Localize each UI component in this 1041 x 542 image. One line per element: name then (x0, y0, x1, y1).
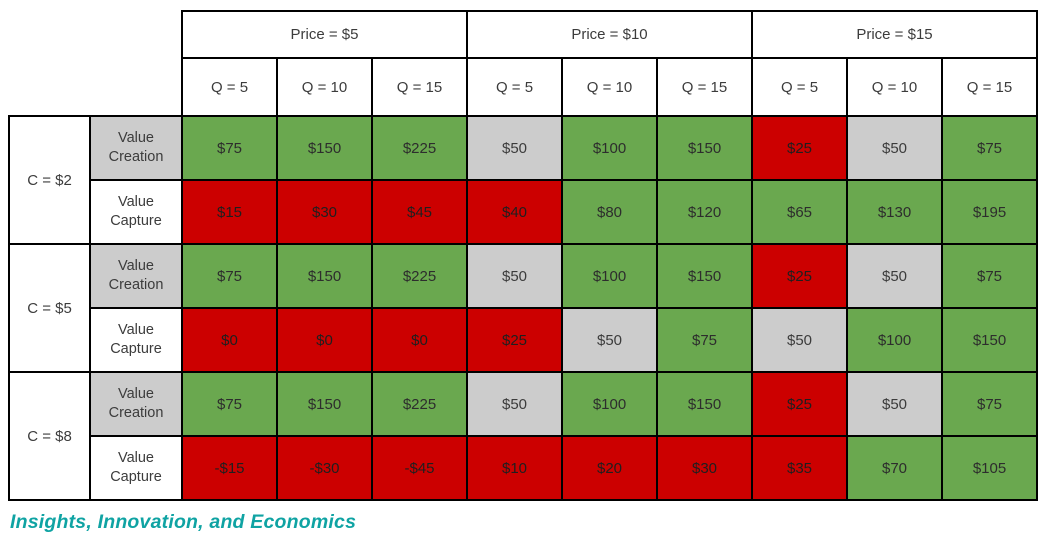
value-cell: $150 (276, 115, 373, 181)
table-row: Value Capture $15 $30 $45 $40 $80 $120 $… (9, 179, 1038, 245)
price-header-cell: Price = $5 (181, 10, 468, 59)
value-cell: $75 (656, 307, 753, 373)
value-cell: $75 (941, 115, 1038, 181)
value-cell: $0 (371, 307, 468, 373)
row-label-value-capture: Value Capture (89, 435, 183, 501)
value-cell: $130 (846, 179, 943, 245)
value-cell: $225 (371, 243, 468, 309)
value-cell: $70 (846, 435, 943, 501)
value-cell: $0 (276, 307, 373, 373)
table-row: Value Capture -$15 -$30 -$45 $10 $20 $30… (9, 435, 1038, 501)
value-cell: $120 (656, 179, 753, 245)
value-cell: -$15 (181, 435, 278, 501)
quantity-header-cell: Q = 10 (276, 57, 373, 117)
quantity-header-cell: Q = 10 (561, 57, 658, 117)
value-cell: $10 (466, 435, 563, 501)
value-cell: $0 (181, 307, 278, 373)
value-cell: $65 (751, 179, 848, 245)
value-cell: $150 (276, 243, 373, 309)
value-cell: $100 (561, 243, 658, 309)
footer-caption: Insights, Innovation, and Economics (10, 511, 357, 533)
value-cell: $50 (846, 115, 943, 181)
value-cell: $150 (276, 371, 373, 437)
table-row: C = $5 Value Creation $75 $150 $225 $50 … (8, 243, 1038, 373)
row-label-value-capture: Value Capture (89, 307, 183, 373)
value-cell: $50 (466, 243, 563, 309)
quantity-header-cell: Q = 15 (371, 57, 468, 117)
value-cell: $75 (941, 243, 1038, 309)
table-row: Value Capture $0 $0 $0 $25 $50 $75 $50 $… (9, 307, 1038, 373)
table-row: C = $8 Value Creation $75 $150 $225 $50 … (8, 371, 1038, 501)
value-cell: $50 (846, 371, 943, 437)
value-cell: $20 (561, 435, 658, 501)
value-cell: $80 (561, 179, 658, 245)
value-cell: $30 (276, 179, 373, 245)
quantity-header-cell: Q = 15 (656, 57, 753, 117)
table-row: C = $2 Value Creation $75 $150 $225 $50 … (8, 115, 1038, 245)
value-cell: $75 (181, 115, 278, 181)
value-cell: $25 (751, 115, 848, 181)
value-cell: $225 (371, 371, 468, 437)
cost-label-cell: C = $5 (8, 243, 91, 373)
top-left-spacer (9, 58, 182, 116)
quantity-header-cell: Q = 5 (466, 57, 563, 117)
value-cell: -$30 (276, 435, 373, 501)
value-cell: $40 (466, 179, 563, 245)
value-cell: $25 (751, 371, 848, 437)
value-cell: $150 (656, 371, 753, 437)
row-label-value-creation: Value Creation (89, 115, 183, 181)
value-cell: $35 (751, 435, 848, 501)
value-cell: $50 (466, 371, 563, 437)
value-cell: $45 (371, 179, 468, 245)
value-cell: $100 (561, 115, 658, 181)
value-cell: -$45 (371, 435, 468, 501)
value-cell: $25 (466, 307, 563, 373)
value-cell: $225 (371, 115, 468, 181)
quantity-header-cell: Q = 15 (941, 57, 1038, 117)
value-cell: $195 (941, 179, 1038, 245)
quantity-header-cell: Q = 5 (181, 57, 278, 117)
value-table: Price = $5 Price = $10 Price = $15 Q = 5… (8, 10, 1038, 501)
value-cell: $150 (656, 115, 753, 181)
cost-label-cell: C = $8 (8, 371, 91, 501)
value-cell: $100 (846, 307, 943, 373)
value-cell: $50 (466, 115, 563, 181)
value-cell: $50 (751, 307, 848, 373)
price-header-row: Price = $5 Price = $10 Price = $15 (9, 10, 1038, 59)
value-cell: $75 (181, 371, 278, 437)
top-left-spacer (9, 11, 182, 58)
quantity-header-cell: Q = 5 (751, 57, 848, 117)
row-label-value-creation: Value Creation (89, 243, 183, 309)
value-cell: $100 (561, 371, 658, 437)
value-cell: $150 (941, 307, 1038, 373)
value-cell: $75 (181, 243, 278, 309)
price-header-cell: Price = $10 (466, 10, 753, 59)
value-cell: $15 (181, 179, 278, 245)
quantity-header-cell: Q = 10 (846, 57, 943, 117)
value-cell: $150 (656, 243, 753, 309)
value-cell: $25 (751, 243, 848, 309)
value-cell: $75 (941, 371, 1038, 437)
row-label-value-creation: Value Creation (89, 371, 183, 437)
quantity-header-row: Q = 5 Q = 10 Q = 15 Q = 5 Q = 10 Q = 15 … (9, 57, 1038, 117)
value-cell: $30 (656, 435, 753, 501)
cost-label-cell: C = $2 (8, 115, 91, 245)
row-label-value-capture: Value Capture (89, 179, 183, 245)
value-cell: $105 (941, 435, 1038, 501)
value-cell: $50 (846, 243, 943, 309)
value-cell: $50 (561, 307, 658, 373)
price-header-cell: Price = $15 (751, 10, 1038, 59)
